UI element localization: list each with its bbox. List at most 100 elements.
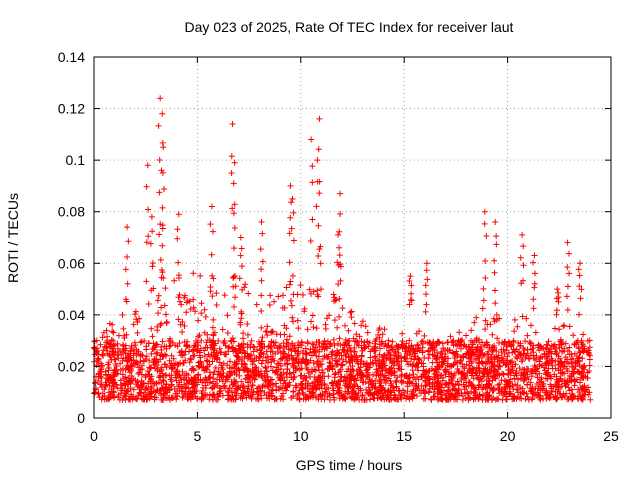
data-point (514, 386, 521, 393)
data-point (144, 162, 151, 169)
y-tick-label: 0.1 (66, 152, 86, 168)
data-point (323, 344, 330, 351)
data-point (246, 374, 253, 381)
data-point (459, 396, 466, 403)
data-point (199, 379, 206, 386)
data-point (581, 362, 588, 369)
data-point (248, 394, 255, 401)
data-point (127, 396, 134, 403)
data-point (120, 394, 127, 401)
data-point (365, 343, 372, 350)
data-point (389, 338, 396, 345)
data-point (146, 364, 153, 371)
data-point (535, 341, 542, 348)
data-point (143, 343, 150, 350)
data-point (423, 260, 430, 267)
data-point (356, 396, 363, 403)
data-point (547, 346, 554, 353)
data-point (102, 368, 109, 375)
data-point (500, 371, 507, 378)
data-point (479, 305, 486, 312)
data-point (289, 272, 296, 279)
data-point (209, 293, 216, 300)
data-point (126, 357, 133, 364)
data-point (262, 364, 269, 371)
data-point (98, 366, 105, 373)
data-point (134, 318, 141, 325)
data-point (236, 372, 243, 379)
data-point (268, 393, 275, 400)
data-point (193, 337, 200, 344)
data-point (373, 366, 380, 373)
data-point (337, 373, 344, 380)
data-point (229, 121, 236, 128)
data-point (303, 351, 310, 358)
data-point (424, 369, 431, 376)
data-point (290, 374, 297, 381)
data-point (176, 291, 183, 298)
data-point (261, 376, 268, 383)
data-point (130, 386, 137, 393)
data-point (451, 393, 458, 400)
data-point (568, 373, 575, 380)
data-point (179, 328, 186, 335)
data-point (224, 362, 231, 369)
data-point (555, 298, 562, 305)
data-point (336, 387, 343, 394)
data-point (548, 350, 555, 357)
data-point (379, 356, 386, 363)
data-point (160, 144, 167, 151)
data-point (312, 379, 319, 386)
data-point (258, 360, 265, 367)
data-point (551, 371, 558, 378)
data-point (401, 355, 408, 361)
data-point (576, 379, 583, 386)
data-point (271, 298, 278, 305)
data-point (231, 224, 238, 231)
data-point (238, 310, 245, 317)
data-point (281, 322, 288, 329)
data-point (481, 342, 488, 349)
data-point (394, 343, 401, 350)
data-point (304, 359, 311, 366)
data-point (450, 382, 457, 389)
data-point (155, 122, 162, 129)
data-point (137, 339, 144, 346)
data-point (348, 308, 355, 315)
data-point (392, 378, 399, 385)
data-point (198, 390, 205, 397)
data-point (242, 361, 249, 368)
data-point (122, 350, 129, 357)
data-point (299, 291, 306, 298)
data-point (289, 195, 296, 202)
data-point (304, 339, 311, 346)
data-point (160, 396, 167, 403)
data-point (202, 344, 209, 351)
data-point (479, 386, 486, 393)
data-point (586, 389, 593, 396)
data-point (190, 270, 197, 277)
data-point (308, 318, 315, 325)
data-point (508, 342, 515, 349)
data-point (162, 352, 169, 359)
data-point (110, 388, 117, 395)
data-point (162, 372, 169, 379)
data-point (348, 348, 355, 355)
data-point (352, 390, 359, 397)
data-point (224, 396, 231, 403)
data-point (390, 358, 397, 365)
data-point (286, 370, 293, 377)
data-point (274, 345, 281, 352)
data-point (406, 396, 413, 403)
data-point (406, 372, 413, 379)
data-point (179, 368, 186, 375)
data-point (158, 343, 165, 350)
data-point (523, 390, 530, 397)
data-point (237, 319, 244, 326)
data-point (258, 307, 265, 314)
data-point (130, 321, 137, 328)
data-point (586, 337, 593, 344)
data-point (376, 351, 383, 358)
data-point (520, 262, 527, 269)
data-point (566, 323, 573, 330)
